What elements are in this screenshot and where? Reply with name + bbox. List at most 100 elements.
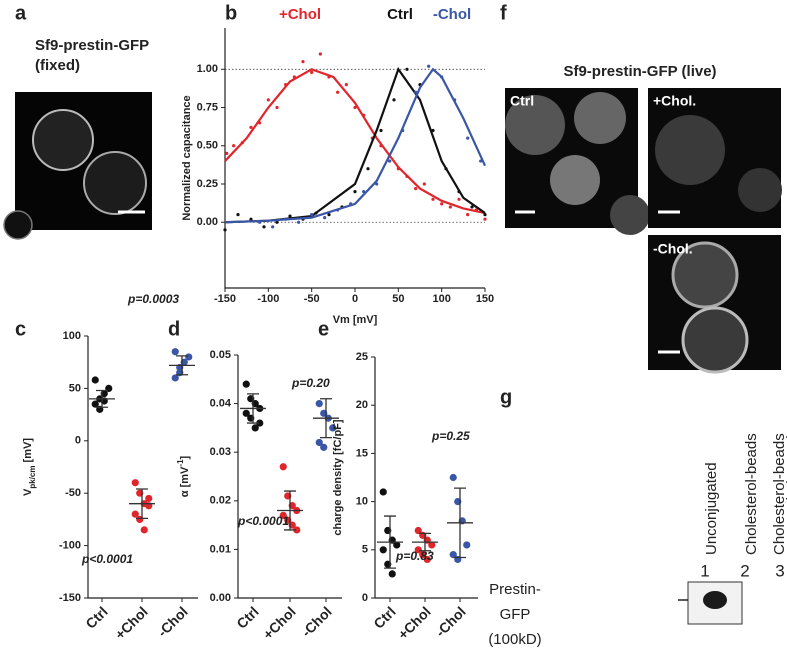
x-tick-label: +Chol	[395, 603, 434, 642]
lane-label: Cholesterol-beads	[743, 433, 760, 555]
data-point	[353, 190, 357, 194]
data-point	[483, 217, 487, 221]
lane-label: Unconjugated	[703, 462, 720, 555]
data-point	[279, 463, 287, 471]
data-point	[288, 214, 292, 218]
data-point	[449, 551, 457, 559]
data-point	[414, 90, 418, 94]
error-bar	[320, 398, 332, 439]
data-point	[414, 546, 422, 554]
annotation: p=0.20	[291, 376, 330, 390]
data-point	[428, 541, 436, 549]
data-point	[344, 82, 348, 87]
lane-number: 2	[740, 561, 749, 580]
data-point	[353, 105, 357, 110]
data-point	[310, 70, 314, 74]
y-axis-label-part: [mV]	[22, 438, 34, 466]
series-label: +Chol	[279, 6, 321, 23]
y-tick-label: 0.02	[210, 495, 231, 507]
data-point	[470, 205, 474, 209]
data-point	[297, 220, 301, 224]
x-tick-label: -Chol	[432, 603, 469, 640]
lane-number: 3	[775, 561, 784, 580]
data-point	[242, 380, 250, 388]
y-tick-label: 0.75	[197, 101, 218, 113]
data-point	[366, 167, 370, 171]
lane-number: 1	[700, 561, 709, 580]
x-tick-label: +Chol	[260, 603, 299, 642]
x-tick-label: Ctrl	[82, 603, 110, 631]
y-tick-label: 100	[63, 330, 81, 342]
data-point	[315, 438, 323, 447]
y-axis-label-part: -1	[176, 459, 185, 467]
x-tick-label: 50	[392, 293, 404, 305]
panel-label: b	[225, 2, 237, 24]
lane-label: Cholesterol-beads	[771, 433, 787, 555]
data-point	[315, 400, 323, 408]
data-point	[466, 136, 470, 140]
data-point	[379, 546, 387, 554]
data-point	[275, 220, 279, 224]
data-point	[251, 424, 259, 432]
data-point	[91, 400, 99, 408]
data-point	[329, 424, 337, 432]
y-tick-label: 0.05	[210, 349, 231, 361]
y-tick-label: 0.03	[210, 446, 231, 458]
panel-label: a	[15, 2, 27, 24]
annotation: p=0.0003	[127, 292, 179, 306]
y-tick-label: 0.25	[197, 178, 218, 190]
panel-label: g	[500, 386, 512, 408]
data-point	[310, 212, 314, 217]
y-axis-label: charge density [fC/pF]	[332, 419, 344, 535]
y-tick-label: -50	[65, 487, 81, 499]
data-point	[320, 443, 328, 451]
panel-label: d	[168, 318, 180, 340]
band-label: (100kD)	[488, 631, 541, 648]
data-point	[466, 212, 470, 217]
error-bar	[176, 355, 188, 376]
data-point	[457, 197, 461, 201]
data-point	[131, 510, 139, 518]
data-point	[414, 186, 418, 191]
data-point	[91, 376, 99, 384]
x-tick-label: -Chol	[154, 603, 191, 640]
lane-label: +Free Cholesterol	[784, 435, 787, 555]
fit-curve	[224, 66, 486, 224]
data-point	[327, 212, 331, 217]
data-point	[388, 159, 392, 163]
data-point	[145, 494, 153, 503]
data-point	[422, 182, 426, 186]
y-tick-label: 50	[69, 382, 81, 394]
data-point	[271, 225, 275, 229]
y-tick-label: 5	[362, 544, 368, 556]
image-label: Ctrl	[510, 93, 534, 109]
y-axis-label: α [mV-1]	[176, 455, 191, 497]
micrograph-a	[3, 92, 152, 240]
error-bar	[247, 393, 259, 424]
data-point	[171, 348, 179, 356]
data-point	[423, 555, 431, 564]
data-point	[249, 217, 253, 221]
data-point	[232, 144, 236, 148]
y-tick-label: 20	[356, 399, 368, 411]
y-tick-label: -100	[59, 540, 81, 552]
x-tick-label: 100	[432, 293, 450, 305]
x-tick-label: -Chol	[298, 603, 335, 640]
data-point	[242, 409, 250, 417]
data-point	[256, 419, 264, 427]
data-point	[392, 98, 396, 102]
y-axis-label-part: charge density [fC/pF]	[332, 419, 344, 535]
data-point	[336, 90, 340, 94]
data-point	[249, 125, 253, 130]
error-bar	[284, 490, 296, 531]
data-point	[171, 374, 179, 382]
data-point	[427, 64, 431, 68]
data-point	[440, 202, 444, 206]
data-point	[223, 228, 227, 232]
fit-curve	[224, 68, 486, 215]
y-axis-label: Normalized capacitance	[181, 95, 193, 220]
data-point	[262, 225, 266, 229]
axes	[237, 355, 342, 599]
data-point	[379, 488, 387, 496]
data-point	[225, 151, 229, 156]
